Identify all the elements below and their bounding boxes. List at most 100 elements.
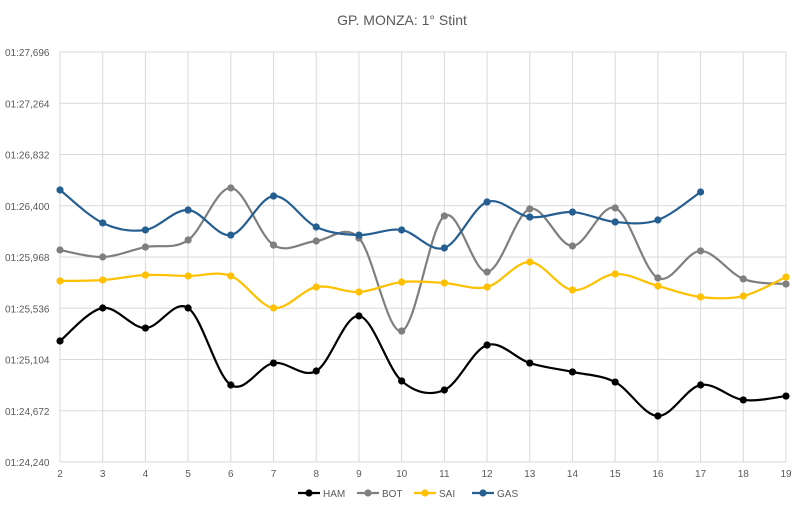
- data-point-bot: [440, 212, 448, 220]
- data-point-sai: [440, 279, 448, 287]
- data-point-sai: [355, 288, 363, 296]
- data-point-sai: [654, 282, 662, 290]
- data-point-sai: [99, 276, 107, 284]
- data-point-gas: [184, 206, 192, 214]
- data-point-bot: [56, 246, 64, 254]
- data-point-bot: [99, 253, 107, 261]
- data-point-sai: [739, 292, 747, 300]
- y-tick-label: 01:25,968: [5, 253, 50, 264]
- data-point-sai: [184, 272, 192, 280]
- legend-marker-bot: [364, 489, 372, 497]
- data-point-ham: [312, 367, 320, 375]
- data-point-bot: [312, 237, 320, 245]
- y-tick-label: 01:24,240: [5, 458, 50, 469]
- legend-marker-ham: [305, 489, 313, 497]
- data-point-gas: [654, 216, 662, 224]
- legend-label-ham: HAM: [323, 489, 345, 500]
- data-point-ham: [227, 381, 235, 389]
- legend-label-bot: BOT: [382, 489, 403, 500]
- series-line-gas: [59, 189, 702, 250]
- legend-label-gas: GAS: [497, 489, 518, 500]
- y-tick-label: 01:27,696: [5, 48, 50, 59]
- data-point-ham: [269, 359, 278, 367]
- data-point-bot: [184, 236, 192, 244]
- data-point-gas: [398, 226, 406, 234]
- x-tick-label: 10: [396, 469, 408, 480]
- data-point-ham: [141, 324, 150, 332]
- data-point-sai: [483, 283, 491, 291]
- chart-title: GP. MONZA: 1° Stint: [337, 12, 467, 28]
- legend-marker-gas: [479, 489, 487, 497]
- y-tick-label: 01:24,672: [5, 407, 50, 418]
- data-point-ham: [56, 337, 64, 345]
- data-point-bot: [526, 205, 534, 213]
- x-tick-label: 11: [439, 469, 450, 480]
- x-tick-label: 13: [524, 469, 536, 480]
- x-tick-label: 19: [780, 469, 792, 480]
- data-point-bot: [227, 184, 235, 192]
- legend-marker-sai: [421, 489, 429, 497]
- data-point-bot: [141, 243, 150, 251]
- data-point-bot: [696, 247, 705, 255]
- data-point-bot: [654, 274, 662, 282]
- data-point-ham: [184, 304, 192, 312]
- data-point-gas: [141, 226, 150, 234]
- data-point-bot: [398, 327, 406, 335]
- data-point-gas: [56, 186, 64, 194]
- data-point-gas: [611, 218, 619, 226]
- x-tick-label: 2: [57, 469, 63, 480]
- data-point-gas: [227, 231, 235, 239]
- data-point-sai: [56, 277, 64, 285]
- y-tick-label: 01:25,104: [5, 356, 50, 367]
- data-point-ham: [696, 381, 705, 389]
- data-point-gas: [568, 208, 577, 216]
- y-tick-label: 01:25,536: [5, 304, 50, 315]
- x-tick-label: 12: [481, 469, 493, 480]
- x-tick-label: 4: [143, 469, 149, 480]
- data-point-gas: [483, 198, 491, 206]
- data-point-gas: [312, 223, 320, 231]
- data-point-gas: [526, 213, 534, 221]
- x-tick-label: 6: [228, 469, 234, 480]
- data-point-ham: [611, 378, 619, 386]
- data-point-bot: [269, 241, 278, 249]
- data-point-ham: [483, 341, 491, 349]
- data-point-sai: [269, 304, 278, 312]
- x-tick-label: 16: [652, 469, 664, 480]
- data-point-sai: [398, 278, 406, 286]
- data-point-ham: [440, 386, 448, 394]
- data-point-ham: [739, 396, 747, 404]
- legend-label-sai: SAI: [439, 489, 455, 500]
- data-point-sai: [696, 293, 705, 301]
- data-point-sai: [312, 283, 320, 291]
- legend: HAM BOT SAI GAS: [298, 489, 518, 500]
- y-tick-label: 01:26,832: [5, 151, 50, 162]
- data-point-ham: [99, 304, 107, 312]
- data-point-ham: [355, 312, 363, 320]
- data-point-gas: [269, 192, 278, 200]
- axis-ticks: 01:24,240 01:24,672 01:25,104 01:25,536 01:2…: [5, 48, 792, 480]
- data-point-sai: [611, 270, 619, 278]
- y-tick-label: 01:26,400: [5, 202, 50, 213]
- data-point-bot: [483, 268, 491, 276]
- series-group: [56, 184, 790, 420]
- x-tick-label: 8: [313, 469, 319, 480]
- x-tick-label: 7: [271, 469, 277, 480]
- data-point-sai: [568, 286, 577, 294]
- data-point-sai: [141, 271, 150, 279]
- x-tick-label: 17: [695, 469, 707, 480]
- x-tick-label: 3: [100, 469, 106, 480]
- data-point-bot: [739, 275, 747, 283]
- data-point-sai: [782, 273, 790, 281]
- data-point-ham: [398, 377, 406, 385]
- x-tick-label: 9: [356, 469, 362, 480]
- x-tick-label: 15: [610, 469, 622, 480]
- data-point-gas: [355, 231, 363, 239]
- x-tick-label: 14: [567, 469, 579, 480]
- data-point-ham: [782, 392, 790, 400]
- data-point-sai: [227, 272, 235, 280]
- data-point-ham: [654, 412, 662, 420]
- data-point-bot: [611, 204, 619, 212]
- data-point-ham: [568, 368, 577, 376]
- data-point-gas: [440, 244, 448, 252]
